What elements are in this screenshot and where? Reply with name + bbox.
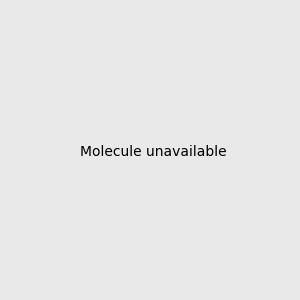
Text: Molecule unavailable: Molecule unavailable <box>80 145 227 158</box>
